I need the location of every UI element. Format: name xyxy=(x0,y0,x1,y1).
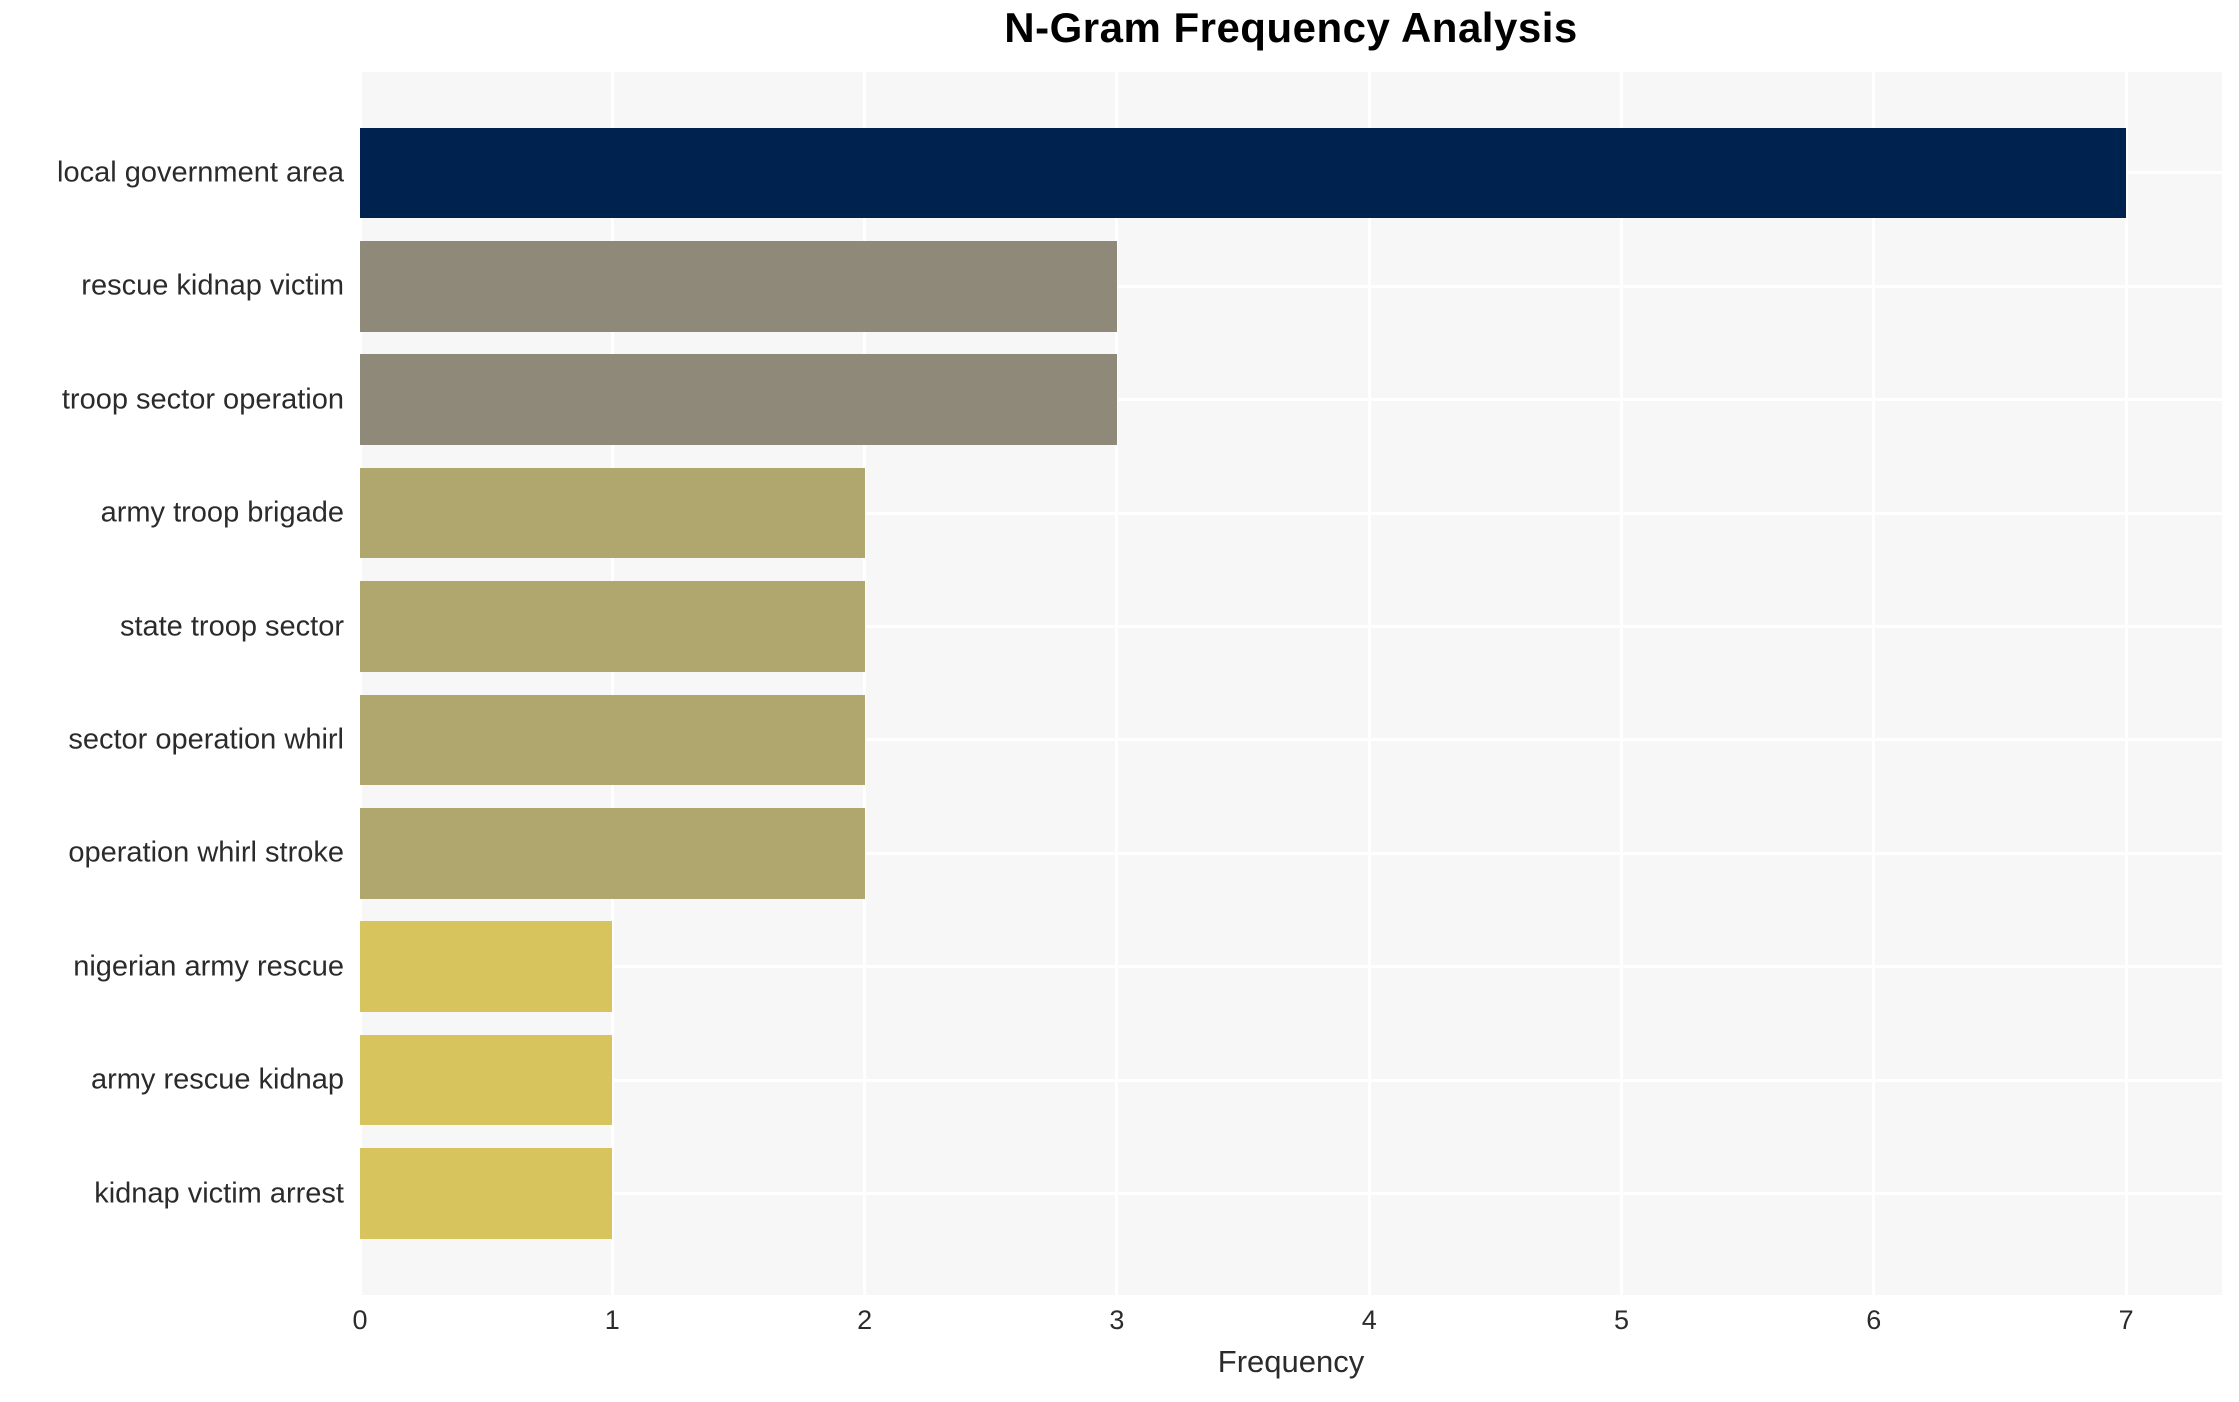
y-tick-label: army troop brigade xyxy=(100,496,344,529)
y-gridline xyxy=(360,738,2222,742)
x-tick-label: 4 xyxy=(1361,1305,1377,1335)
y-tick-label: rescue kidnap victim xyxy=(81,269,344,302)
y-tick-label: kidnap victim arrest xyxy=(94,1177,344,1210)
y-gridline xyxy=(360,625,2222,629)
y-gridline xyxy=(360,851,2222,855)
x-axis-title: Frequency xyxy=(1217,1344,1365,1379)
y-gridline xyxy=(360,965,2222,969)
y-tick-label: nigerian army rescue xyxy=(73,950,344,983)
x-gridline xyxy=(358,72,362,1295)
y-tick-label: sector operation whirl xyxy=(68,723,344,756)
bar-local-government-area xyxy=(360,127,2127,219)
bar-operation-whirl-stroke xyxy=(360,808,865,899)
y-tick-label: state troop sector xyxy=(119,610,344,643)
y-gridline xyxy=(360,398,2222,402)
y-gridline xyxy=(360,284,2222,288)
bar-army-rescue-kidnap xyxy=(360,1034,613,1126)
bar-troop-sector-operation xyxy=(360,354,1117,446)
bar-army-troop-brigade xyxy=(360,467,865,559)
y-tick-label: troop sector operation xyxy=(61,383,344,416)
y-gridline xyxy=(360,1192,2222,1196)
x-tick-label: 5 xyxy=(1614,1305,1630,1335)
chart-title: N-Gram Frequency Analysis xyxy=(1004,4,1578,51)
x-gridline xyxy=(1872,72,1876,1295)
y-gridline xyxy=(360,1078,2222,1082)
x-gridline xyxy=(610,72,614,1295)
x-gridline xyxy=(2124,72,2128,1295)
bar-rescue-kidnap-victim xyxy=(360,241,1117,332)
x-tick-label: 6 xyxy=(1866,1305,1882,1335)
x-gridline xyxy=(1367,72,1371,1295)
x-tick-label: 0 xyxy=(352,1305,368,1335)
y-gridline xyxy=(360,511,2222,515)
y-tick-label: local government area xyxy=(57,156,344,189)
bar-sector-operation-whirl xyxy=(360,694,865,786)
bar-kidnap-victim-arrest xyxy=(360,1148,613,1239)
bar-nigerian-army-rescue xyxy=(360,921,613,1013)
x-gridline xyxy=(863,72,867,1295)
x-tick-label: 2 xyxy=(857,1305,873,1335)
bar-state-troop-sector xyxy=(360,581,865,672)
x-gridline xyxy=(1620,72,1624,1295)
plot-panel xyxy=(358,72,2222,1295)
y-tick-label: army rescue kidnap xyxy=(90,1063,344,1096)
y-axis-labels: local government area rescue kidnap victi… xyxy=(0,72,344,1295)
x-tick-label: 1 xyxy=(604,1305,620,1335)
y-tick-label: operation whirl stroke xyxy=(68,836,344,869)
x-tick-label: 7 xyxy=(2118,1305,2134,1335)
x-gridline xyxy=(1115,72,1119,1295)
x-tick-label: 3 xyxy=(1109,1305,1125,1335)
